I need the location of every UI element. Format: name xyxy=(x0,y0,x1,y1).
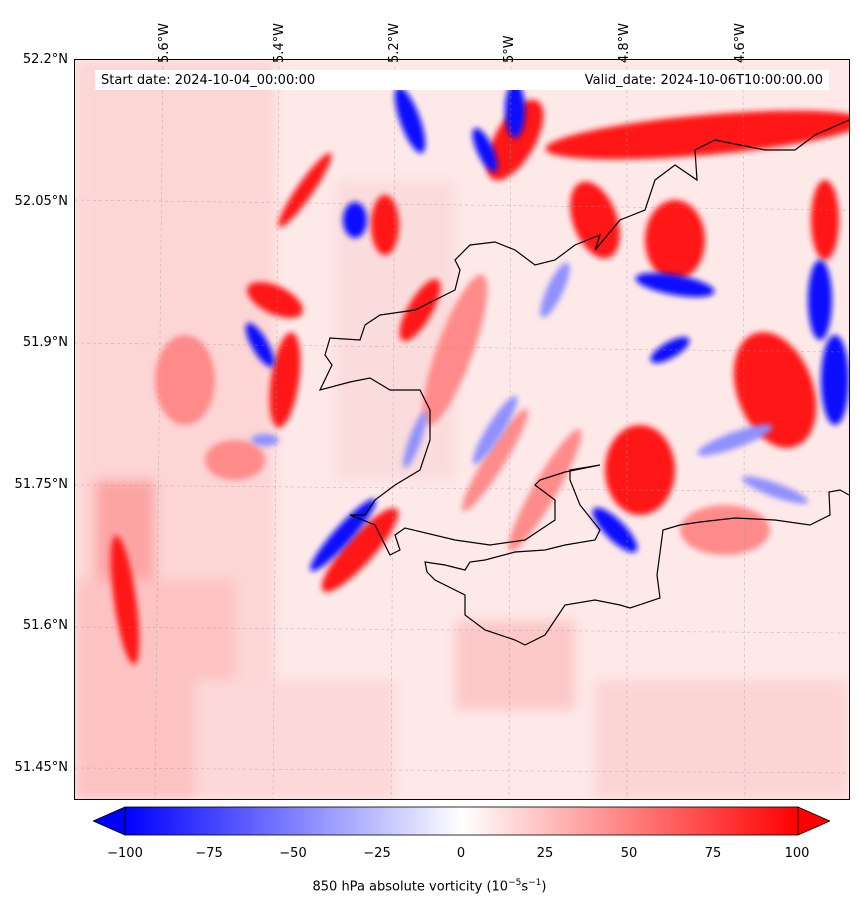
lat-label: 51.45°N xyxy=(14,760,68,775)
colorbar-tick: 25 xyxy=(536,846,554,861)
colorbar-tick: −25 xyxy=(363,846,391,861)
lon-label: 5.2°W xyxy=(387,22,402,63)
colorbar-label-main: 850 hPa absolute vorticity (10 xyxy=(312,879,509,895)
colorbar-tick: 50 xyxy=(620,846,638,861)
colorbar-label: 850 hPa absolute vorticity (10−5s−1) xyxy=(0,878,859,894)
colorbar-gradient xyxy=(124,806,799,836)
negative-vorticity-light xyxy=(251,262,808,504)
header-bar: Start date: 2024-10-04_00:00:00 Valid_da… xyxy=(95,70,829,90)
colorbar-tick: −50 xyxy=(279,846,307,861)
colorbar-min-arrow xyxy=(93,806,126,836)
lon-label: 4.6°W xyxy=(733,22,748,63)
start-date-text: Start date: 2024-10-04_00:00:00 xyxy=(101,72,316,88)
lat-label: 52.2°N xyxy=(22,52,68,67)
lon-label: 5.6°W xyxy=(157,22,172,63)
colorbar-label-exp: −5 xyxy=(508,878,522,888)
colorbar-max-arrow xyxy=(797,806,830,836)
coastline xyxy=(318,119,849,646)
lat-label: 52.05°N xyxy=(14,194,68,209)
valid-date-text: Valid_date: 2024-10-06T10:00:00.00 xyxy=(584,72,823,88)
colorbar-tick: −100 xyxy=(107,846,143,861)
colorbar-tick: 0 xyxy=(456,846,466,861)
vorticity-field xyxy=(75,60,849,799)
background-wash xyxy=(75,60,849,799)
lat-label: 51.9°N xyxy=(22,335,68,350)
positive-vorticity-light xyxy=(155,274,770,555)
colorbar-tick: −75 xyxy=(195,846,223,861)
colorbar-tick: 75 xyxy=(704,846,722,861)
lat-label: 51.6°N xyxy=(22,618,68,633)
map-panel: Start date: 2024-10-04_00:00:00 Valid_da… xyxy=(74,59,850,800)
colorbar-label-exp: −1 xyxy=(528,878,542,888)
lat-label: 51.75°N xyxy=(14,477,68,492)
colorbar xyxy=(93,806,830,836)
colorbar-label-unit: s xyxy=(521,879,529,895)
positive-vorticity xyxy=(110,99,849,665)
colorbar-label-end: ) xyxy=(541,879,547,895)
lon-label: 4.8°W xyxy=(617,22,632,63)
lon-label: 5°W xyxy=(502,35,517,63)
colorbar-tick: 100 xyxy=(784,846,810,861)
lon-label: 5.4°W xyxy=(272,22,287,63)
